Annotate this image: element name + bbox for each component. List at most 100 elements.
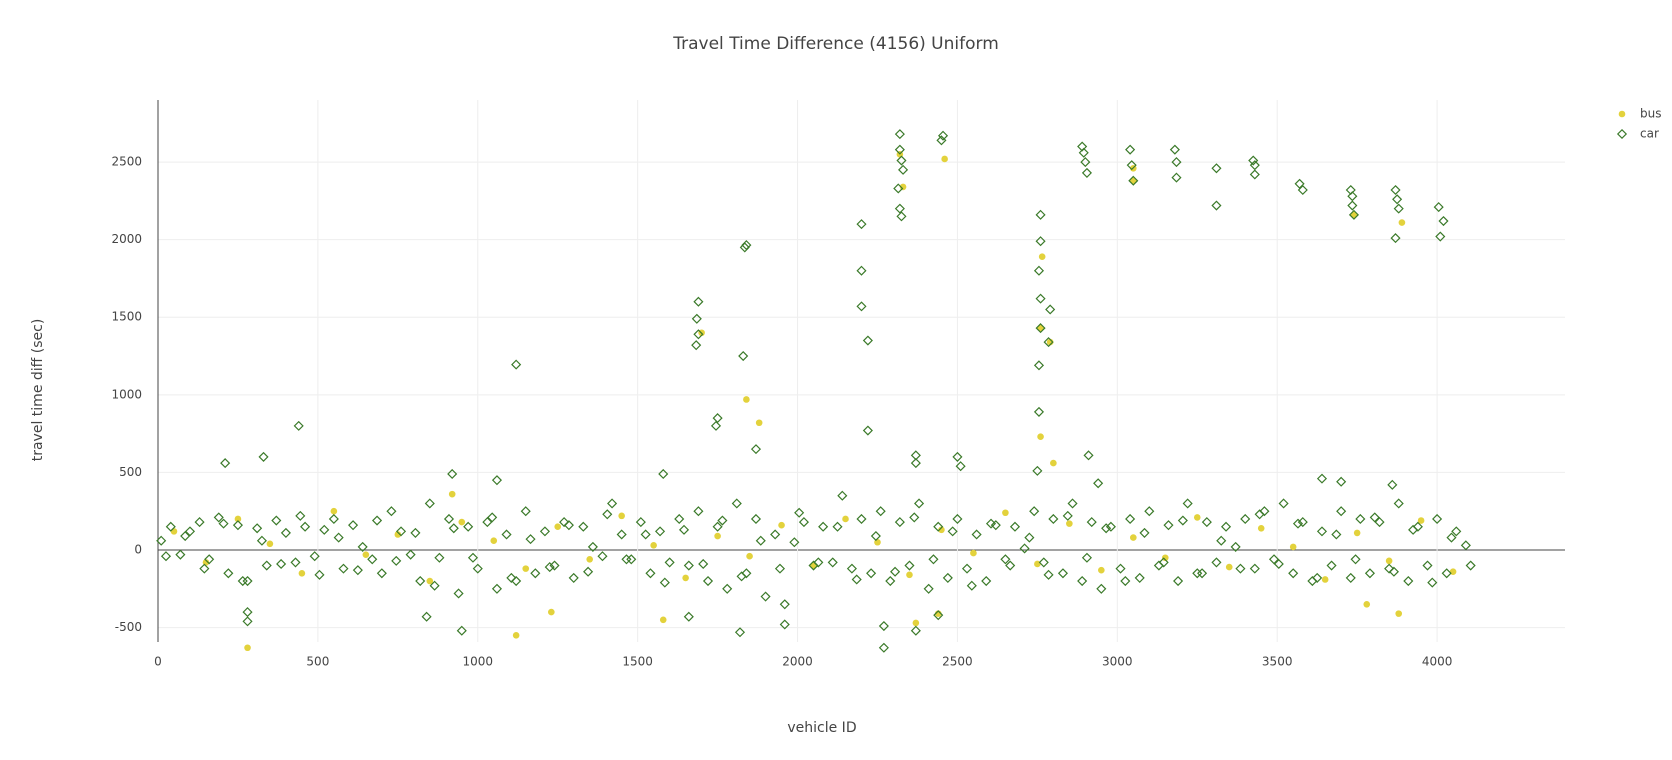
- point: [866, 568, 877, 579]
- point: [896, 211, 907, 222]
- point: [798, 517, 809, 528]
- point: [1336, 476, 1347, 487]
- point: [415, 575, 426, 587]
- point: [506, 572, 517, 583]
- point: [434, 552, 445, 563]
- point: [896, 155, 907, 166]
- point: [1130, 177, 1137, 184]
- point: [933, 610, 944, 621]
- x-tick-label: 500: [306, 655, 329, 669]
- point: [961, 563, 973, 574]
- point: [1446, 532, 1457, 543]
- point: [774, 563, 786, 574]
- legend-label: car: [1640, 127, 1659, 141]
- point: [458, 518, 466, 526]
- point: [1451, 526, 1462, 537]
- point: [1035, 293, 1046, 304]
- point: [1316, 526, 1328, 537]
- point: [1403, 575, 1414, 587]
- point: [750, 444, 762, 455]
- point: [717, 515, 728, 526]
- point: [736, 571, 747, 582]
- point: [1345, 572, 1356, 583]
- point: [271, 515, 282, 526]
- point: [1321, 576, 1329, 583]
- point: [1077, 575, 1088, 587]
- x-tick-label: 4000: [1422, 655, 1453, 669]
- point: [1390, 184, 1401, 196]
- point: [885, 575, 896, 587]
- point: [424, 498, 435, 509]
- point: [472, 563, 483, 574]
- point: [421, 611, 432, 622]
- point: [870, 530, 881, 542]
- point: [659, 616, 667, 624]
- x-tick-label: 2500: [942, 655, 973, 669]
- point: [813, 557, 824, 568]
- point: [319, 524, 330, 535]
- point: [395, 526, 407, 537]
- point: [1144, 506, 1155, 517]
- point: [693, 506, 704, 517]
- point: [1093, 478, 1104, 489]
- point: [338, 563, 349, 574]
- point: [894, 144, 905, 155]
- point: [1363, 601, 1371, 608]
- point: [448, 523, 459, 534]
- point: [904, 560, 915, 571]
- point: [1235, 563, 1246, 574]
- point: [952, 513, 963, 525]
- point: [491, 583, 503, 594]
- point: [731, 498, 742, 509]
- point: [1033, 265, 1045, 276]
- point: [856, 513, 867, 525]
- point: [893, 183, 904, 194]
- point: [910, 458, 921, 469]
- point: [175, 549, 186, 560]
- point: [952, 451, 963, 462]
- x-tick-label: 3500: [1262, 655, 1293, 669]
- point: [1230, 541, 1241, 552]
- point: [1254, 509, 1265, 520]
- point: [530, 568, 541, 579]
- point: [405, 549, 416, 560]
- point: [1193, 514, 1201, 521]
- point: [698, 558, 709, 570]
- point: [1098, 566, 1105, 574]
- point: [1083, 450, 1094, 461]
- point: [818, 521, 829, 532]
- point: [875, 506, 886, 517]
- point: [1257, 524, 1265, 532]
- point: [204, 554, 215, 565]
- point: [1347, 191, 1358, 202]
- point: [837, 490, 848, 501]
- x-tick-label: 0: [154, 655, 162, 669]
- point: [743, 396, 750, 403]
- point: [1019, 543, 1030, 554]
- point: [990, 520, 1001, 531]
- point: [371, 515, 383, 526]
- point: [739, 242, 750, 253]
- point: [678, 524, 690, 535]
- point: [616, 529, 627, 540]
- point: [491, 475, 503, 486]
- point: [1158, 557, 1169, 568]
- point: [314, 569, 325, 580]
- point: [912, 619, 920, 627]
- point: [194, 517, 205, 528]
- point: [779, 619, 790, 630]
- point: [693, 329, 704, 340]
- point: [1312, 572, 1323, 583]
- point: [522, 565, 530, 572]
- point: [683, 560, 694, 571]
- point: [640, 529, 651, 540]
- point: [755, 535, 766, 546]
- point: [1005, 560, 1016, 571]
- point: [691, 340, 702, 351]
- point: [981, 575, 992, 587]
- x-tick-label: 1500: [622, 655, 653, 669]
- point: [1292, 518, 1304, 529]
- point: [702, 575, 714, 587]
- point: [738, 350, 749, 362]
- point: [1289, 543, 1297, 551]
